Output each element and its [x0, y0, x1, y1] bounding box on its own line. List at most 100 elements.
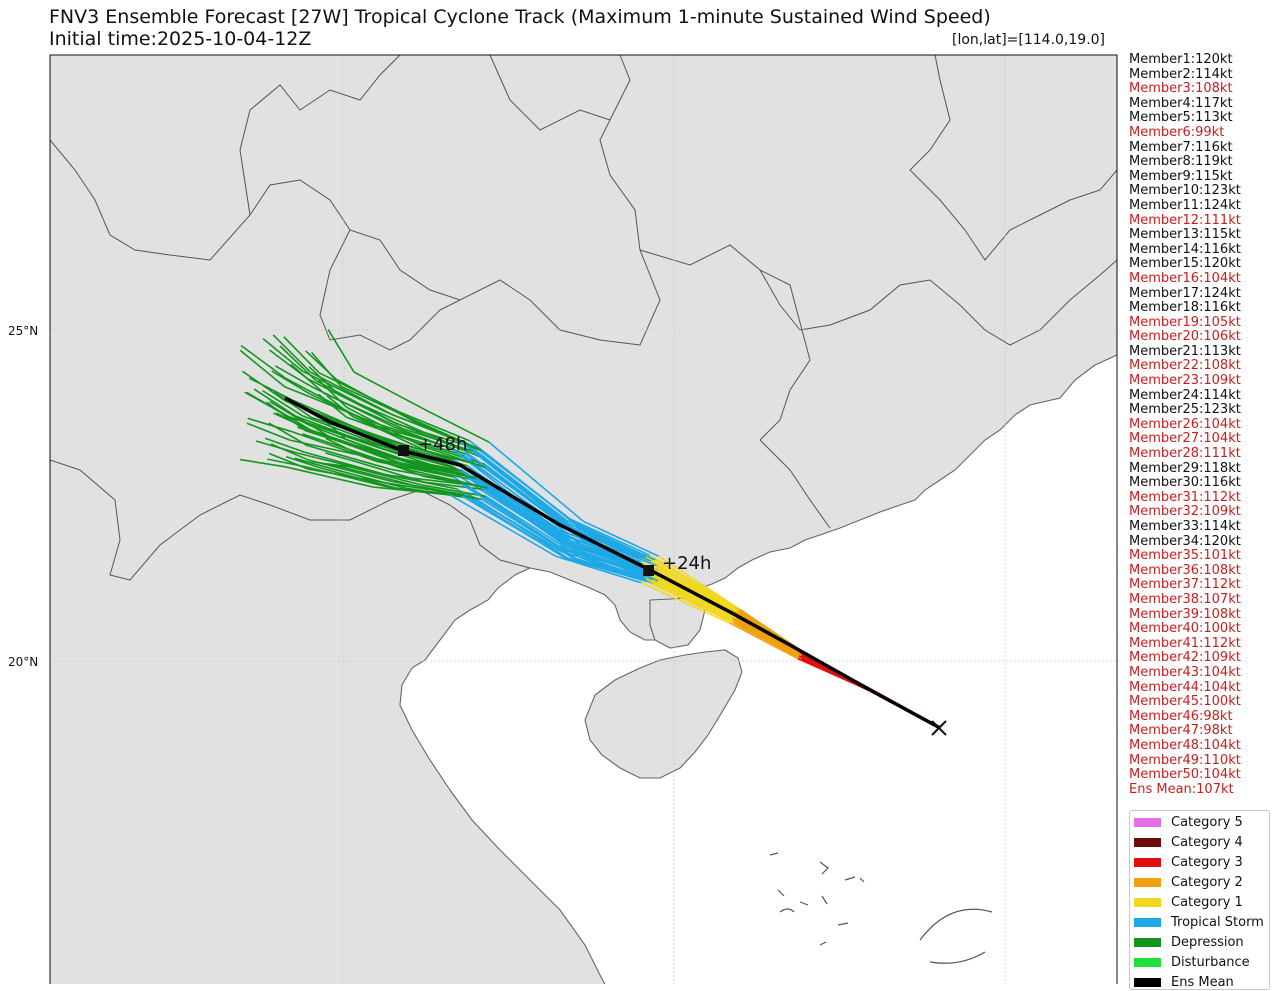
- member-intensity-item: Member43:104kt: [1129, 664, 1241, 680]
- member-track-segment: [582, 553, 659, 582]
- member-track-segment: [386, 411, 461, 443]
- member-track-segment: [308, 366, 340, 396]
- islands-paracel: [769, 852, 993, 964]
- member-track-segment: [253, 388, 297, 417]
- legend-item: Ens Mean: [1134, 973, 1234, 991]
- member-track-segment: [246, 422, 291, 441]
- member-track-segment: [449, 494, 557, 558]
- member-track-segment: [298, 417, 332, 439]
- member-intensity-item: Member32:109kt: [1129, 504, 1241, 520]
- member-track-segment: [249, 377, 293, 401]
- member-intensity-item: Member9:115kt: [1129, 168, 1233, 184]
- member-track-segment: [346, 406, 421, 447]
- legend-item: Category 1: [1134, 893, 1243, 911]
- member-track-segment: [327, 328, 355, 373]
- member-track-segment: [640, 581, 731, 624]
- member-track-segment: [373, 424, 451, 449]
- member-intensity-item: Member26:104kt: [1129, 416, 1241, 432]
- member-track-segment: [284, 465, 374, 488]
- member-track-segment: [388, 456, 462, 472]
- member-track-segment: [325, 452, 353, 462]
- member-track-segment: [327, 466, 407, 489]
- member-track-segment: [390, 468, 463, 484]
- member-track-segment: [340, 385, 417, 422]
- member-track-segment: [352, 450, 425, 478]
- member-track-segment: [555, 555, 642, 584]
- member-track-segment: [305, 466, 390, 489]
- member-track-segment: [473, 498, 574, 559]
- member-intensity-item: Member47:98kt: [1129, 723, 1233, 739]
- member-track-segment: [318, 379, 348, 408]
- member-track-segment: [264, 437, 305, 453]
- legend-label: Depression: [1171, 934, 1244, 950]
- member-track-segment: [347, 465, 422, 486]
- member-intensity-item: Member45:100kt: [1129, 694, 1241, 710]
- member-track-segment: [562, 539, 646, 570]
- member-intensity-item: Member23:109kt: [1129, 373, 1241, 389]
- member-track-segment: [562, 520, 647, 558]
- coordinate-readout: [lon,lat]=[114.0,19.0]: [952, 32, 1106, 48]
- member-track-segment: [320, 462, 349, 468]
- member-track-segment: [302, 370, 388, 414]
- member-intensity-item: Member15:120kt: [1129, 256, 1241, 272]
- member-intensity-item: Member7:116kt: [1129, 139, 1233, 155]
- member-intensity-item: Member33:114kt: [1129, 519, 1241, 534]
- member-intensity-item: Member22:108kt: [1129, 358, 1241, 374]
- legend-label: Category 1: [1171, 894, 1243, 910]
- member-track-segment: [732, 619, 800, 659]
- member-track-segment: [575, 548, 654, 580]
- member-intensity-item: Member29:118kt: [1129, 460, 1241, 476]
- member-track-segment: [487, 487, 584, 555]
- member-track-segment: [286, 455, 322, 469]
- member-track-segment: [295, 415, 382, 450]
- member-track-segment: [729, 622, 799, 660]
- member-intensity-item: Member31:112kt: [1129, 489, 1241, 505]
- member-intensity-item: Member25:123kt: [1129, 402, 1241, 418]
- member-intensity-item: Member6:99kt: [1129, 124, 1225, 140]
- member-intensity-item: Member49:110kt: [1129, 752, 1241, 768]
- legend-item: Category 2: [1134, 873, 1243, 891]
- member-track-segment: [239, 349, 286, 388]
- member-track-segment: [272, 334, 312, 373]
- member-track-segment: [372, 486, 451, 496]
- province-borders: [50, 55, 1117, 581]
- member-track-segment: [646, 579, 734, 621]
- legend-item: Depression: [1134, 933, 1244, 951]
- member-track-segment: [310, 351, 342, 387]
- legend-swatch: [1134, 937, 1161, 947]
- member-track-segment: [481, 449, 579, 528]
- member-track-segment: [320, 467, 402, 491]
- member-track-segment: [564, 556, 647, 581]
- member-track-segment: [569, 518, 651, 557]
- member-track-segment: [425, 409, 490, 443]
- member-track-segment: [306, 444, 391, 470]
- member-track-segment: [732, 617, 800, 657]
- member-intensity-item: Member17:124kt: [1129, 285, 1241, 301]
- member-intensity-item: Member27:104kt: [1129, 431, 1241, 447]
- marker-24h: [643, 565, 654, 576]
- lat-label-25: 25°N: [8, 324, 38, 338]
- marker-48h: [398, 445, 409, 456]
- legend-swatch: [1134, 837, 1161, 847]
- member-track-segment: [262, 390, 303, 417]
- member-intensity-item: Member18:116kt: [1129, 300, 1241, 316]
- member-track-segment: [291, 399, 379, 439]
- member-track-segment: [352, 416, 426, 452]
- member-track-segment: [645, 577, 734, 619]
- member-track-segment: [574, 545, 654, 574]
- member-track-segment: [378, 436, 455, 461]
- member-track-segment: [416, 485, 483, 501]
- member-intensity-item: Member40:100kt: [1129, 621, 1241, 637]
- legend-label: Category 4: [1171, 834, 1243, 850]
- initial-position-cross-icon: [931, 720, 947, 736]
- grid-lines: [50, 55, 1117, 984]
- member-track-segment: [582, 520, 659, 557]
- member-track-segment: [485, 495, 582, 559]
- hainan-island: [584, 649, 743, 779]
- member-track-segment: [240, 458, 285, 468]
- member-intensity-item: Member5:113kt: [1129, 110, 1233, 126]
- member-track-segment: [410, 469, 478, 487]
- member-track-segment: [318, 372, 400, 413]
- member-track-segment: [460, 483, 565, 551]
